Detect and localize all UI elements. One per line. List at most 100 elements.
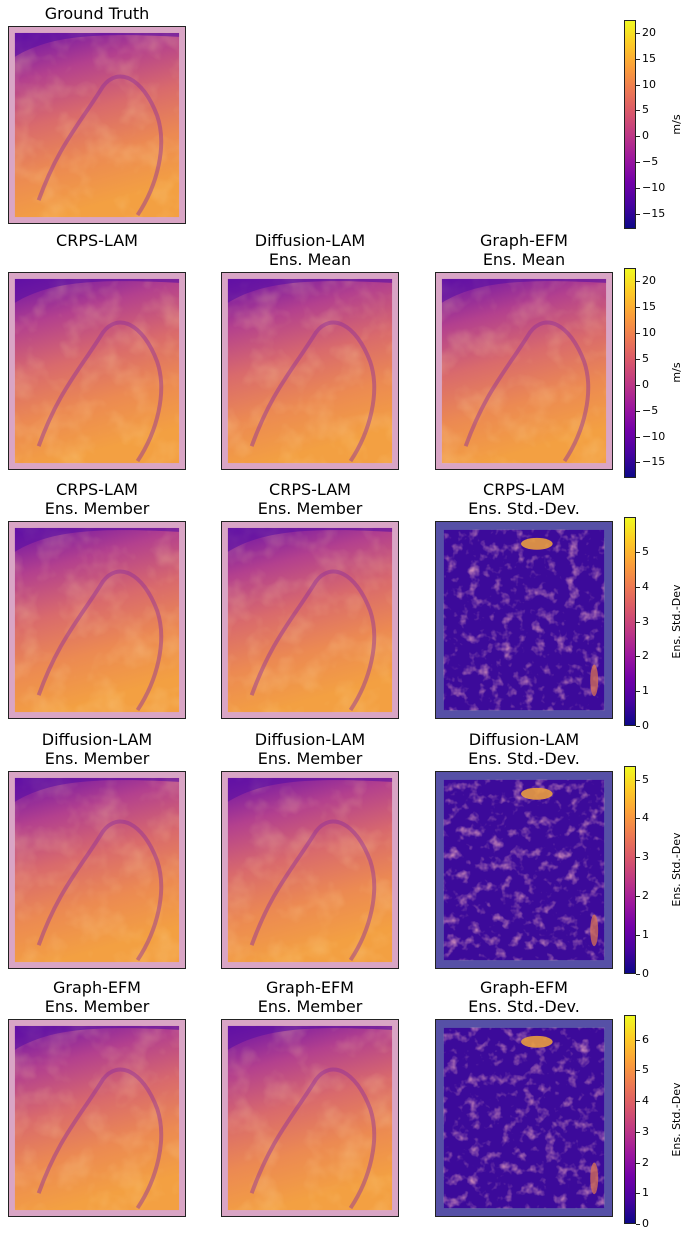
colorbar-tick-label: 5: [642, 773, 649, 786]
panel-title: CRPS-LAM Ens. Member: [257, 480, 363, 518]
colorbar-label: Ens. Std.-Dev: [669, 832, 683, 907]
std-hotspot: [521, 1035, 553, 1048]
heatmap-svg: [9, 1020, 185, 1216]
colorbar-tick-mark: [636, 1163, 640, 1164]
colorbar-tick-label: 2: [642, 889, 649, 902]
colorbar-tick-mark: [636, 974, 640, 975]
colorbar-tick-mark: [636, 214, 640, 215]
heatmap-svg: [436, 1020, 612, 1216]
std-hotspot: [521, 537, 553, 550]
colorbar-tick-mark: [636, 818, 640, 819]
colorbar-tick-label: 0: [642, 378, 649, 391]
colorbar-tick-mark: [636, 59, 640, 60]
coastline-feature: [36, 819, 164, 962]
panel-title: Graph-EFM Ens. Member: [44, 978, 150, 1016]
panel-title: CRPS-LAM Ens. Member: [44, 480, 150, 518]
low-wind-region: [227, 777, 393, 802]
colorbar-tick-label: 1: [642, 928, 649, 941]
colorbar-tick-mark: [636, 281, 640, 282]
colorbar-tick-mark: [636, 1193, 640, 1194]
heatmap-svg: [222, 1020, 398, 1216]
colorbar-tick-label: 0: [642, 129, 649, 142]
colorbar-tick-label: 4: [642, 580, 649, 593]
colorbar-tick-label: 5: [642, 1063, 649, 1076]
heatmap-panel: [8, 26, 186, 224]
heatmap-svg: [222, 522, 398, 718]
heatmap-svg: [9, 772, 185, 968]
colorbar-tick-label: 1: [642, 684, 649, 697]
colorbar-tick-label: 5: [642, 103, 649, 116]
colorbar: [624, 766, 636, 974]
colorbar-tick-mark: [636, 780, 640, 781]
panel-title: Diffusion-LAM Ens. Member: [41, 730, 153, 768]
colorbar-tick-mark: [636, 1224, 640, 1225]
heatmap-panel: [8, 272, 186, 470]
colorbar-tick-label: −10: [642, 181, 666, 194]
colorbar-tick-label: 6: [642, 1033, 649, 1046]
panel-title: CRPS-LAM Ens. Std.-Dev.: [468, 480, 580, 518]
coastline-feature: [36, 74, 164, 217]
colorbar-tick-label: 5: [642, 352, 649, 365]
colorbar-tick-mark: [636, 162, 640, 163]
low-wind-region: [14, 278, 180, 303]
colorbar-tick-label: 2: [642, 1156, 649, 1169]
colorbar-tick-label: 20: [642, 26, 656, 39]
panel-title: Ground Truth: [44, 4, 150, 23]
colorbar-tick-mark: [636, 1132, 640, 1133]
low-wind-region: [14, 777, 180, 802]
coastline-feature: [249, 819, 377, 962]
std-texture: [443, 779, 605, 961]
low-wind-region: [14, 32, 180, 57]
std-texture: [443, 529, 605, 711]
heatmap-svg: [436, 772, 612, 968]
heatmap-panel: [8, 771, 186, 969]
colorbar-tick-label: −15: [642, 455, 666, 468]
colorbar-tick-mark: [636, 359, 640, 360]
colorbar-tick-mark: [636, 85, 640, 86]
heatmap-panel: [435, 771, 613, 969]
colorbar-tick-label: −15: [642, 207, 666, 220]
panel-title: Diffusion-LAM Ens. Std.-Dev.: [468, 730, 580, 768]
field-texture: [14, 1025, 180, 1211]
colorbar-tick-label: 3: [642, 615, 649, 628]
colorbar: [624, 20, 636, 229]
colorbar-tick-label: 0: [642, 967, 649, 980]
heatmap-panel: [435, 1019, 613, 1217]
heatmap-panel: [221, 1019, 399, 1217]
colorbar-tick-mark: [636, 307, 640, 308]
colorbar-tick-label: 1: [642, 1186, 649, 1199]
colorbar-tick-mark: [636, 726, 640, 727]
heatmap-panel: [221, 521, 399, 719]
colorbar-tick-label: 0: [642, 1217, 649, 1230]
low-wind-region: [441, 278, 607, 303]
colorbar-label: Ens. Std.-Dev: [669, 1081, 683, 1157]
heatmap-panel: [8, 521, 186, 719]
colorbar-tick-label: 0: [642, 719, 649, 732]
colorbar-tick-mark: [636, 385, 640, 386]
coastline-feature: [36, 320, 164, 463]
std-hotspot: [521, 787, 553, 800]
panel-title: Diffusion-LAM Ens. Member: [254, 730, 366, 768]
colorbar-tick-label: 15: [642, 52, 656, 65]
panel-title: CRPS-LAM: [56, 231, 138, 250]
heatmap-panel: [435, 272, 613, 470]
field-texture: [441, 278, 607, 464]
std-hotspot: [590, 914, 599, 947]
coastline-feature: [249, 1067, 377, 1210]
colorbar-tick-mark: [636, 1070, 640, 1071]
field-texture: [14, 278, 180, 464]
field-texture: [227, 527, 393, 713]
panel-title: Graph-EFM Ens. Mean: [480, 231, 568, 269]
colorbar-tick-label: −5: [642, 404, 659, 417]
colorbar-tick-mark: [636, 691, 640, 692]
colorbar-tick-label: −5: [642, 155, 659, 168]
colorbar: [624, 268, 636, 478]
field-texture: [227, 278, 393, 464]
colorbar-label: m/s: [669, 362, 683, 383]
colorbar-tick-mark: [636, 857, 640, 858]
colorbar-tick-label: 20: [642, 274, 656, 287]
colorbar-tick-mark: [636, 188, 640, 189]
heatmap-svg: [222, 772, 398, 968]
colorbar-tick-mark: [636, 552, 640, 553]
coastline-feature: [249, 569, 377, 712]
